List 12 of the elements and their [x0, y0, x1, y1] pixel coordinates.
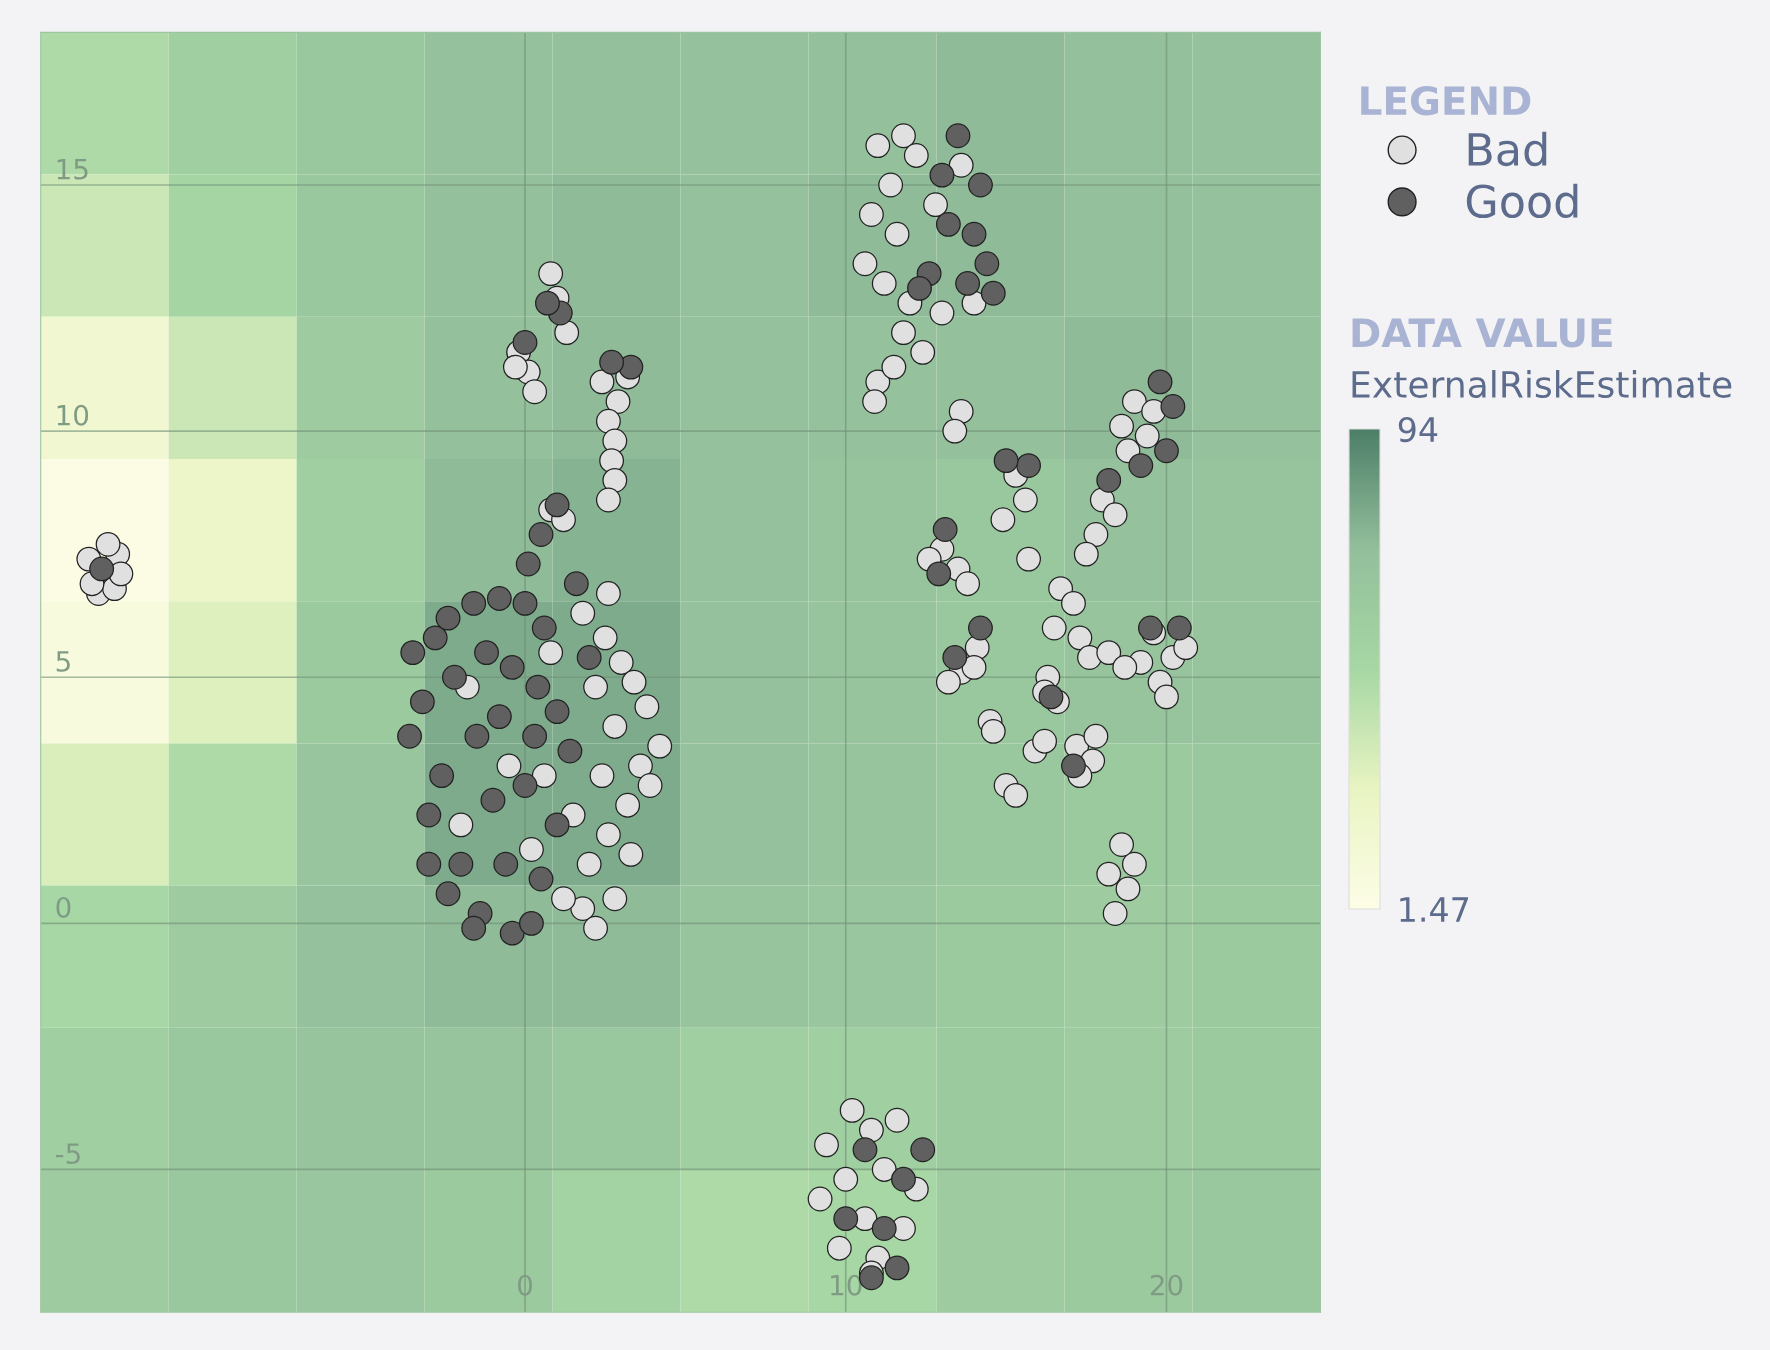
text: DATA VALUE [1352, 318, 1612, 348]
color-bar-title: ExternalRiskEstimate [1352, 370, 1732, 398]
y-tick-label: 15 [57, 158, 88, 180]
y-tick-label: 0 [56, 896, 71, 918]
y-tick-label: 10 [57, 404, 89, 426]
legend-label: Bad [1468, 131, 1547, 167]
legend-title: LEGEND [1361, 85, 1531, 116]
legend-label: Good [1466, 183, 1578, 219]
x-tick-label: 10 [831, 1274, 862, 1296]
color-bar-label: 1.47 [1400, 897, 1469, 922]
y-tick-label: 5 [56, 651, 70, 672]
color-bar-label: 94 [1398, 416, 1438, 443]
